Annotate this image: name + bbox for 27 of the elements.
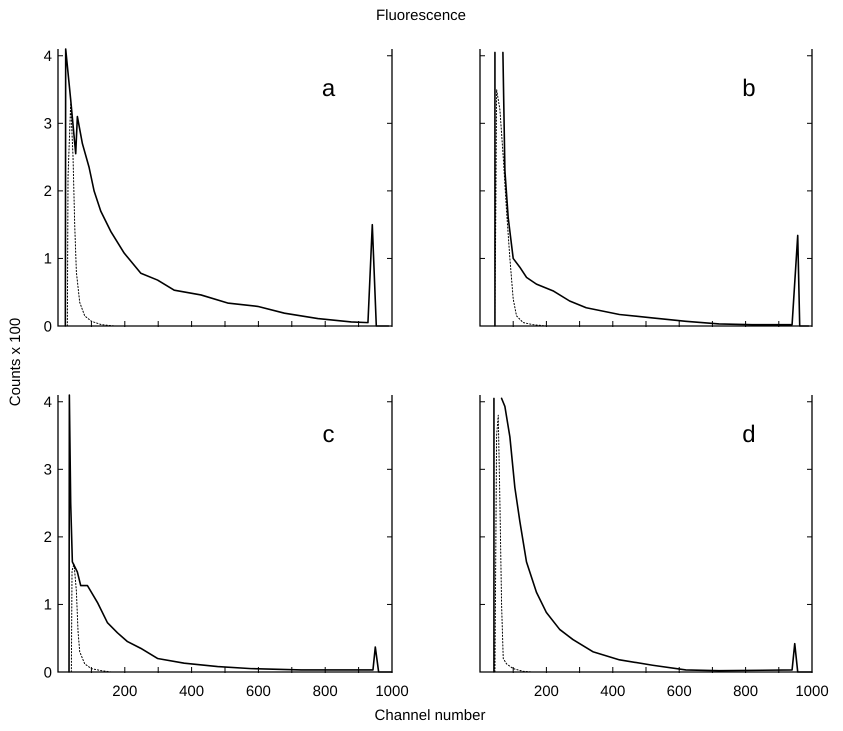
- annotation: b: [742, 75, 756, 102]
- y-tick-label: 0: [44, 318, 52, 336]
- y-tick-label: 1: [44, 596, 52, 614]
- x-tick-label: 200: [112, 683, 138, 700]
- x-tick-label: 600: [666, 683, 692, 700]
- x-tick-label: 800: [733, 683, 758, 700]
- chart-title: Fluorescence: [376, 7, 466, 24]
- annotation: c: [322, 421, 335, 448]
- x-tick-label: 800: [312, 683, 338, 700]
- y-tick-label: 2: [44, 529, 52, 546]
- y-tick-label: 4: [44, 48, 52, 66]
- x-tick-label: 400: [600, 683, 626, 700]
- annotation: d: [742, 421, 756, 448]
- y-tick-label: 2: [44, 183, 52, 200]
- x-tick-label: 1000: [375, 683, 409, 700]
- x-tick-label: 1000: [795, 683, 829, 700]
- x-axis-title: Channel number: [374, 707, 486, 724]
- x-tick-label: 400: [179, 683, 204, 700]
- annotation: a: [322, 75, 336, 102]
- y-tick-label: 0: [44, 664, 52, 682]
- x-tick-label: 200: [534, 683, 559, 700]
- x-tick-label: 600: [246, 683, 271, 700]
- y-tick-label: 3: [44, 116, 52, 133]
- y-tick-label: 3: [44, 462, 52, 479]
- y-axis-title: Counts x 100: [7, 318, 24, 406]
- y-tick-label: 4: [44, 394, 52, 412]
- y-tick-label: 1: [44, 250, 52, 268]
